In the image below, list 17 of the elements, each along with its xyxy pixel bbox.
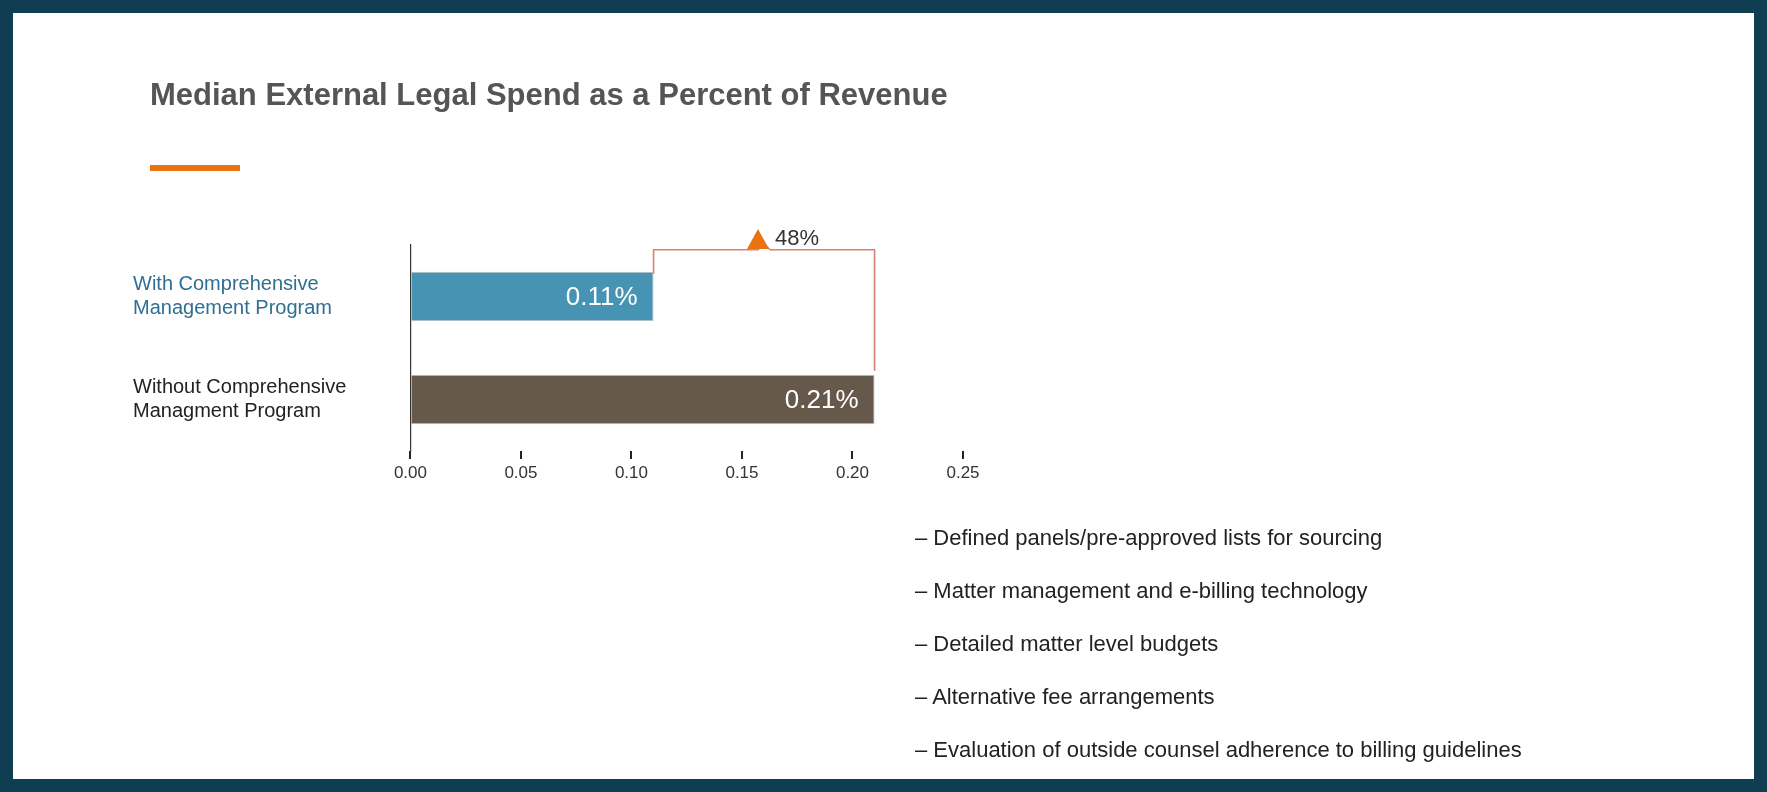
x-tick-label: 0.15 bbox=[725, 462, 759, 482]
data-label: 0.21% bbox=[784, 383, 859, 414]
x-tick-label: 0.00 bbox=[393, 462, 427, 482]
chart-title: Median External Legal Spend as a Percent of Revenue bbox=[150, 76, 949, 114]
text: – Defined panels/pre-approved lists for sourcing bbox=[915, 525, 1384, 552]
y-tick-label: Without Comprehensive Managment Program bbox=[133, 375, 347, 422]
data-label: 0.11% bbox=[565, 280, 638, 311]
x-tick-label: 0.25 bbox=[946, 462, 980, 482]
x-tick-label: 0.10 bbox=[614, 462, 648, 482]
text: – Alternative fee arrangements bbox=[915, 684, 1216, 711]
y-tick-label: With Comprehensive Management Program bbox=[133, 272, 332, 319]
annotation: 48% bbox=[775, 224, 820, 251]
text: – Detailed matter level budgets bbox=[915, 631, 1220, 658]
text: – Matter management and e-billing technology bbox=[915, 578, 1369, 605]
x-tick-label: 0.05 bbox=[504, 462, 538, 482]
text: – Evaluation of outside counsel adherence to billing guidelines bbox=[915, 737, 1522, 764]
x-tick-label: 0.20 bbox=[835, 462, 870, 482]
